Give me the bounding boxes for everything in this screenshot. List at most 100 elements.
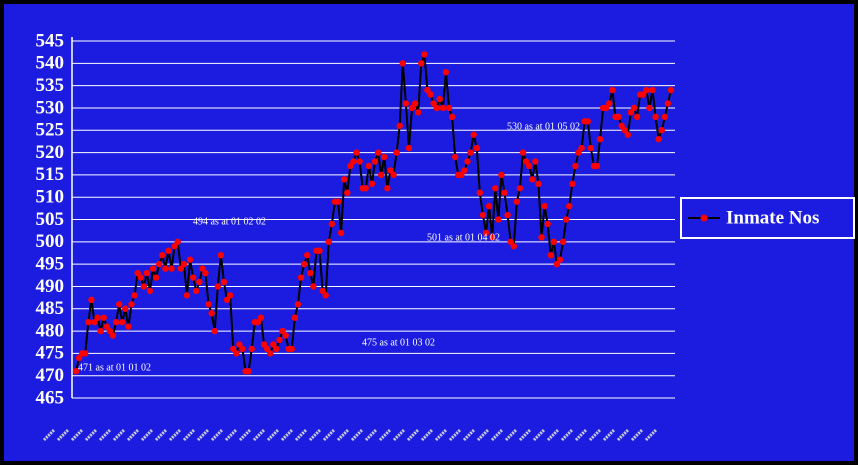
data-point — [646, 104, 653, 112]
annotation: 494 as at 01 02 02 — [193, 216, 266, 227]
data-point — [319, 287, 326, 295]
data-point — [467, 149, 474, 156]
data-point — [196, 278, 203, 286]
y-tick-label: 545 — [36, 30, 65, 51]
x-label-smudge — [70, 428, 84, 442]
data-point — [106, 327, 114, 335]
data-point — [485, 202, 493, 210]
data-point — [208, 310, 215, 317]
data-point — [424, 86, 431, 94]
data-point — [387, 167, 394, 174]
data-point — [334, 198, 342, 205]
x-label-smudge — [532, 428, 546, 442]
data-point — [356, 158, 363, 165]
x-label-smudge — [56, 428, 70, 442]
data-point — [507, 238, 514, 246]
data-point — [482, 229, 490, 237]
data-point — [239, 345, 246, 353]
x-label-smudge — [42, 428, 56, 442]
x-label-smudge — [574, 428, 588, 442]
data-point — [248, 345, 255, 353]
data-point — [199, 265, 206, 272]
data-point — [415, 109, 422, 116]
data-point — [189, 274, 197, 281]
data-point — [532, 158, 539, 165]
x-label-smudge — [98, 428, 112, 442]
data-point — [257, 314, 265, 321]
data-point — [276, 336, 283, 344]
data-point — [510, 243, 517, 250]
data-point — [220, 278, 228, 286]
data-point — [649, 86, 656, 94]
x-label-smudge — [238, 428, 252, 442]
x-axis-labels-illegible — [42, 428, 658, 442]
data-point — [643, 86, 650, 94]
annotation: 530 as at 01 05 02 — [507, 121, 580, 132]
x-label-smudge — [448, 428, 462, 442]
data-point — [488, 234, 496, 241]
y-tick-label: 505 — [36, 209, 65, 230]
x-label-smudge — [308, 428, 322, 442]
x-label-smudge — [602, 428, 616, 442]
data-point — [82, 350, 89, 357]
data-point — [655, 135, 662, 143]
data-point — [667, 86, 675, 94]
data-point — [396, 122, 403, 129]
data-point — [584, 118, 591, 125]
data-point — [368, 180, 376, 187]
data-point — [288, 345, 296, 353]
data-point — [140, 283, 148, 290]
data-point — [267, 350, 274, 357]
data-point — [362, 185, 369, 192]
data-point — [553, 260, 561, 268]
data-point — [522, 158, 530, 165]
data-point — [627, 109, 635, 116]
data-point — [260, 341, 268, 348]
data-point — [350, 158, 357, 165]
data-point — [159, 252, 166, 259]
x-label-smudge — [336, 428, 350, 442]
data-point — [115, 301, 123, 308]
data-point — [495, 216, 502, 223]
data-point — [347, 162, 354, 170]
data-point — [75, 354, 83, 362]
data-point — [439, 104, 447, 112]
data-point — [337, 229, 345, 237]
x-label-smudge — [434, 428, 448, 442]
data-point — [205, 301, 212, 308]
data-point — [464, 158, 471, 165]
data-point — [384, 185, 391, 192]
data-point — [569, 180, 576, 187]
data-point — [430, 100, 437, 107]
data-point — [233, 350, 240, 357]
x-label-smudge — [630, 428, 644, 442]
data-point — [143, 269, 151, 277]
data-point — [254, 318, 262, 326]
data-point — [479, 211, 487, 219]
data-point — [513, 198, 521, 205]
y-tick-label: 530 — [36, 97, 65, 118]
x-label-smudge — [392, 428, 406, 442]
data-point — [559, 238, 567, 246]
data-point — [193, 287, 200, 295]
x-label-smudge — [364, 428, 378, 442]
data-point — [436, 95, 443, 103]
data-point — [603, 104, 610, 112]
y-tick-label: 475 — [36, 343, 65, 364]
data-point — [162, 265, 169, 272]
x-label-smudge — [322, 428, 336, 442]
data-point — [547, 252, 554, 259]
data-point — [525, 162, 533, 170]
data-point — [236, 341, 243, 348]
data-point — [168, 265, 175, 272]
x-label-smudge — [266, 428, 280, 442]
y-tick-label: 510 — [36, 187, 65, 208]
data-point — [538, 234, 545, 241]
data-point — [470, 131, 477, 138]
x-label-smudge — [588, 428, 602, 442]
background — [4, 4, 854, 461]
data-point — [445, 104, 453, 112]
x-label-smudge — [378, 428, 392, 442]
